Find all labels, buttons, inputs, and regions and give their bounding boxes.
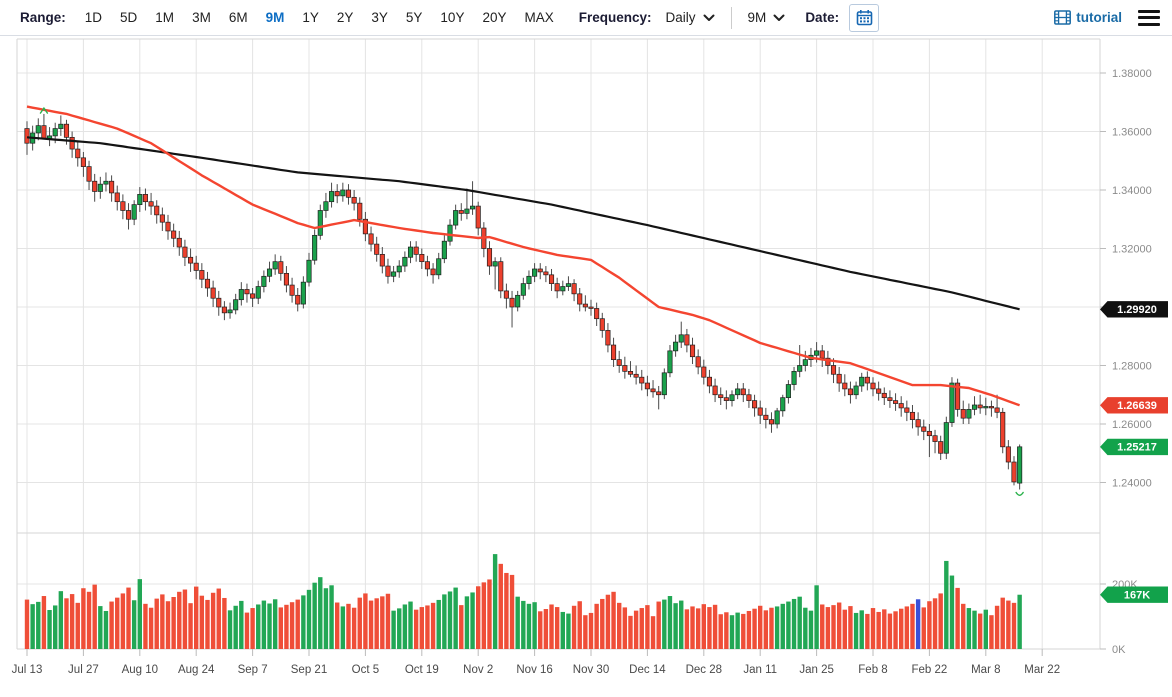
tutorial-link[interactable]: tutorial [1054, 10, 1122, 25]
svg-text:1.28000: 1.28000 [1112, 361, 1152, 373]
svg-text:Mar 22: Mar 22 [1024, 664, 1060, 676]
svg-text:Nov 30: Nov 30 [573, 664, 609, 676]
svg-text:Jul 27: Jul 27 [68, 664, 99, 676]
svg-text:Jul 13: Jul 13 [12, 664, 43, 676]
svg-text:1.36000: 1.36000 [1112, 127, 1152, 139]
ma-slow-badge: 1.29920 [1100, 301, 1168, 318]
svg-text:Nov 16: Nov 16 [516, 664, 552, 676]
frequency-control: Frequency: Daily [579, 10, 719, 25]
range-option-1d[interactable]: 1D [76, 10, 111, 25]
date-label: Date: [805, 10, 840, 25]
range-option-5y[interactable]: 5Y [397, 10, 432, 25]
event-markers [39, 106, 1024, 496]
ma-fast-badge: 1.26639 [1100, 397, 1168, 414]
svg-text:167K: 167K [1124, 590, 1150, 602]
calendar-button[interactable] [849, 3, 880, 32]
svg-text:1.29920: 1.29920 [1117, 304, 1157, 316]
chevron-down-icon [703, 14, 715, 21]
date-axis: Jul 13 Jul 27 Aug 10 Aug 24 Sep 7 Sep 21 Oct 5… [12, 649, 1060, 676]
range-option-5d[interactable]: 5D [111, 10, 146, 25]
svg-text:Dec 14: Dec 14 [629, 664, 666, 676]
svg-text:Dec 28: Dec 28 [686, 664, 722, 676]
svg-text:Feb 8: Feb 8 [858, 664, 887, 676]
last-price-badge: 1.25217 [1100, 438, 1168, 456]
frequency-label: Frequency: [578, 10, 652, 25]
ma-fast-line [26, 105, 1021, 407]
svg-text:Aug 24: Aug 24 [178, 664, 215, 676]
film-icon [1054, 10, 1072, 25]
volume-layer [24, 554, 1022, 649]
range-option-max[interactable]: MAX [515, 10, 562, 25]
svg-text:1.26639: 1.26639 [1117, 400, 1157, 412]
svg-text:Sep 21: Sep 21 [291, 664, 327, 676]
hamburger-menu-button[interactable] [1136, 8, 1162, 28]
svg-text:Oct 5: Oct 5 [352, 664, 379, 676]
svg-text:Jan 25: Jan 25 [799, 664, 834, 676]
frequency-dropdown[interactable]: Daily [662, 10, 719, 25]
chart-area: 1.38000 1.36000 1.34000 1.32000 1.28000 1.260… [0, 36, 1172, 692]
tutorial-label: tutorial [1076, 10, 1122, 25]
range-selector: 1D 5D 1M 3M 6M 9M 1Y 2Y 3Y 5Y 10Y 20Y MAX [76, 10, 563, 25]
svg-text:1.25217: 1.25217 [1117, 442, 1157, 454]
frequency-value: Daily [665, 10, 696, 25]
volume-badge: 167K [1100, 586, 1168, 603]
range-option-1y[interactable]: 1Y [293, 10, 328, 25]
range-option-3m[interactable]: 3M [183, 10, 220, 25]
range-option-2y[interactable]: 2Y [328, 10, 363, 25]
svg-text:1.26000: 1.26000 [1112, 419, 1152, 431]
calendar-icon [856, 10, 872, 26]
svg-text:1.24000: 1.24000 [1112, 478, 1152, 490]
date-control: Date: [805, 3, 880, 32]
range-option-20y[interactable]: 20Y [473, 10, 515, 25]
toolbar: Range: 1D 5D 1M 3M 6M 9M 1Y 2Y 3Y 5Y 10Y 20Y MAX Fre… [0, 0, 1172, 36]
svg-text:Jan 11: Jan 11 [743, 664, 777, 676]
svg-text:Nov 2: Nov 2 [463, 664, 493, 676]
toolbar-divider [730, 6, 732, 29]
price-chart[interactable]: 1.38000 1.36000 1.34000 1.32000 1.28000 1.260… [0, 36, 1172, 692]
grid-lines [17, 39, 1100, 649]
svg-text:Aug 10: Aug 10 [122, 664, 158, 676]
svg-text:1.38000: 1.38000 [1112, 68, 1152, 80]
price-axis: 1.38000 1.36000 1.34000 1.32000 1.28000 1.260… [1100, 68, 1152, 656]
svg-text:Oct 19: Oct 19 [405, 664, 439, 676]
ma-slow-line [26, 136, 1020, 311]
svg-text:0K: 0K [1112, 644, 1126, 656]
range-option-10y[interactable]: 10Y [431, 10, 473, 25]
svg-text:1.34000: 1.34000 [1112, 185, 1152, 197]
chart-frame [16, 38, 1101, 650]
hamburger-bar [1138, 16, 1160, 19]
range-option-9m[interactable]: 9M [257, 10, 294, 25]
range-option-3y[interactable]: 3Y [362, 10, 397, 25]
range-option-6m[interactable]: 6M [220, 10, 257, 25]
hamburger-bar [1138, 22, 1160, 26]
svg-text:Feb 22: Feb 22 [911, 664, 947, 676]
hamburger-bar [1138, 9, 1160, 13]
chevron-down-icon [773, 14, 785, 21]
range-option-1m[interactable]: 1M [146, 10, 183, 25]
range-label: Range: [20, 10, 66, 25]
period-value: 9M [747, 10, 767, 25]
svg-text:Sep 7: Sep 7 [238, 664, 268, 676]
svg-text:1.32000: 1.32000 [1112, 244, 1152, 256]
period-dropdown[interactable]: 9M [744, 10, 790, 25]
candles-layer [24, 113, 1023, 490]
svg-text:Mar 8: Mar 8 [971, 664, 1000, 676]
